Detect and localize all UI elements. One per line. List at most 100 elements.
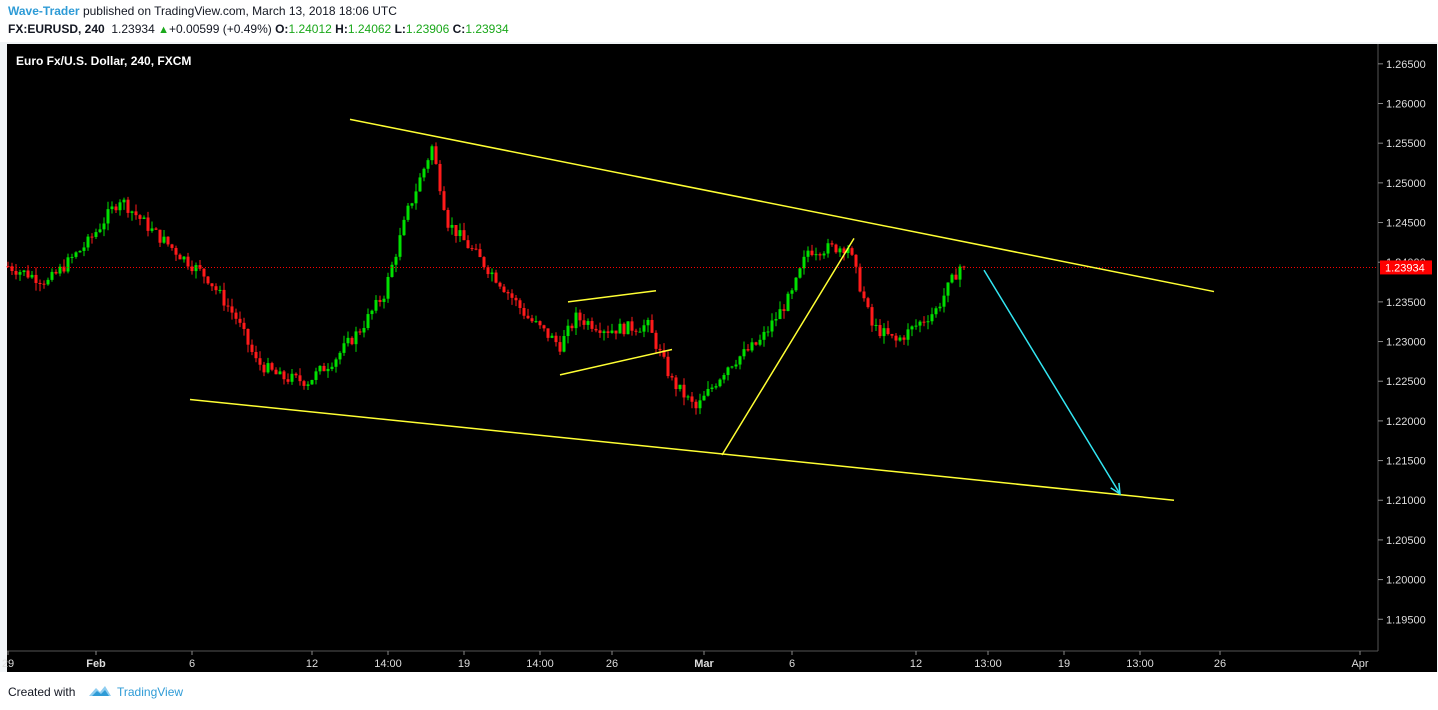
candle-up: [398, 235, 402, 257]
candle-up: [822, 253, 826, 256]
candle-down: [694, 401, 698, 409]
candle-down: [754, 342, 758, 345]
price-change: +0.00599 (+0.49%): [169, 22, 272, 36]
candle-down: [606, 331, 610, 333]
candle-down: [630, 321, 634, 331]
candle-down: [14, 271, 18, 275]
time-scale[interactable]: [7, 651, 1437, 672]
candle-down: [658, 348, 662, 351]
up-arrow-icon: ▲: [158, 24, 169, 36]
candle-up: [130, 211, 134, 213]
candle-down: [554, 335, 558, 343]
candle-up: [550, 335, 554, 338]
candle-up: [386, 276, 390, 299]
candle-up: [394, 256, 398, 265]
publish-info: Wave-Trader published on TradingView.com…: [8, 4, 397, 18]
candle-up: [118, 202, 122, 211]
candle-up: [102, 223, 106, 230]
high-value: 1.24062: [347, 22, 392, 36]
candle-up: [766, 331, 770, 333]
y-tick-label: 1.21000: [1386, 495, 1426, 507]
x-tick-label: 19: [1058, 658, 1070, 670]
candle-down: [258, 358, 262, 365]
candle-down: [138, 215, 142, 219]
x-tick-label: 13:00: [1126, 658, 1154, 670]
y-tick-label: 1.23000: [1386, 337, 1426, 349]
y-tick-label: 1.25000: [1386, 178, 1426, 190]
high-label: H:: [335, 22, 348, 36]
candle-down: [190, 266, 194, 272]
candle-up: [334, 359, 338, 367]
candle-down: [662, 350, 666, 357]
candle-up: [58, 266, 62, 274]
candle-down: [226, 305, 230, 307]
candle-down: [506, 292, 510, 294]
last-price: 1.23934: [111, 22, 155, 36]
candle-up: [942, 295, 946, 307]
candle-down: [570, 325, 574, 329]
trendline-lower-channel: [189, 398, 1175, 501]
candle-up: [898, 337, 902, 341]
candle-down: [454, 224, 458, 237]
candle-up: [418, 177, 422, 192]
current-price-marker: 1.23934: [1380, 260, 1432, 275]
candle-down: [282, 371, 286, 380]
candle-down: [690, 396, 694, 402]
candle-down: [38, 282, 42, 284]
projection-arrowhead-icon: [1110, 482, 1121, 496]
candle-down: [134, 211, 138, 216]
candle-down: [34, 274, 38, 283]
candle-up: [422, 168, 426, 178]
candle-up: [734, 364, 738, 367]
candle-down: [270, 363, 274, 370]
candle-down: [438, 163, 442, 192]
y-tick-label: 1.26000: [1386, 99, 1426, 111]
candle-up: [706, 388, 710, 396]
candle-up: [758, 339, 762, 345]
candle-down: [782, 309, 786, 311]
candle-up: [926, 321, 930, 323]
candle-up: [610, 330, 614, 333]
price-chart[interactable]: 1.265001.260001.255001.250001.245001.240…: [0, 42, 1438, 672]
candle-down: [590, 321, 594, 329]
candle-up: [314, 371, 318, 380]
candle-up: [162, 236, 166, 243]
plot-area[interactable]: [7, 44, 1378, 651]
candle-up: [774, 319, 778, 321]
candle-up: [958, 266, 962, 280]
candle-up: [714, 386, 718, 388]
close-label: C:: [452, 22, 466, 36]
candle-down: [54, 271, 58, 274]
candle-down: [478, 249, 482, 258]
candle-up: [82, 247, 86, 251]
candle-down: [530, 318, 534, 322]
chart-title: Euro Fx/U.S. Dollar, 240, FXCM: [16, 54, 191, 68]
author-link[interactable]: Wave-Trader: [8, 4, 80, 18]
time-axis-ticks: 29 Feb 6 12 14:00 19 14:00 26 Mar 6 12 13:00 19 13:00…: [2, 651, 1369, 670]
candle-down: [514, 297, 518, 301]
candle-up: [686, 396, 690, 398]
x-tick-label: 26: [1214, 658, 1226, 670]
candle-down: [294, 373, 298, 376]
candle-down: [178, 254, 182, 260]
y-tick-label: 1.20000: [1386, 575, 1426, 587]
candle-up: [50, 271, 54, 280]
candle-up: [66, 257, 70, 272]
candle-up: [698, 400, 702, 409]
candle-up: [566, 325, 570, 337]
candle-up: [30, 274, 34, 278]
tradingview-link[interactable]: TradingView: [117, 685, 184, 699]
candle-up: [618, 323, 622, 334]
candle-up: [346, 337, 350, 344]
candle-up: [182, 256, 186, 260]
candle-down: [842, 248, 846, 254]
published-text: published on TradingView.com, March 13, …: [82, 4, 397, 18]
price-scale[interactable]: [1378, 44, 1437, 651]
x-tick-label: 26: [606, 658, 618, 670]
candle-down: [166, 236, 170, 245]
candle-down: [10, 266, 14, 272]
candle-up: [450, 224, 454, 228]
candle-down: [850, 248, 854, 255]
tradingview-logo-icon[interactable]: [88, 683, 112, 699]
candle-up: [602, 331, 606, 333]
